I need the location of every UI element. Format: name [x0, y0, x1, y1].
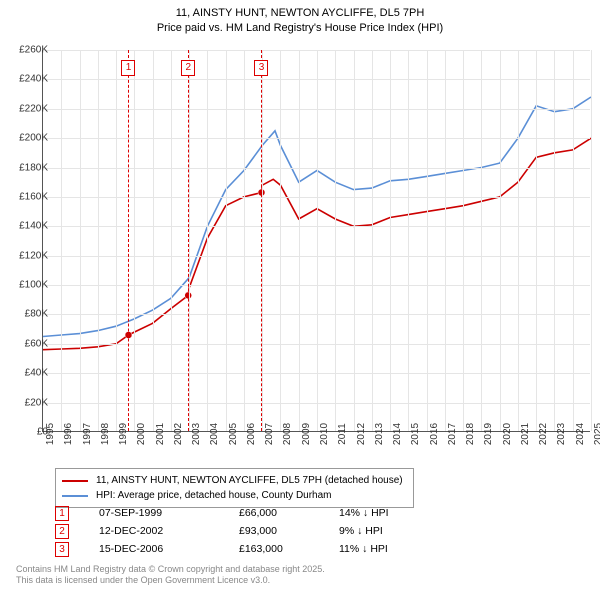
- event-date: 15-DEC-2006: [99, 543, 239, 555]
- event-price: £66,000: [239, 507, 339, 519]
- x-tick-label: 2007: [264, 423, 275, 445]
- y-tick-label: £80K: [8, 309, 48, 320]
- x-tick-label: 2022: [538, 423, 549, 445]
- event-number-box: 2: [55, 524, 69, 539]
- event-row: 2 12-DEC-2002 £93,000 9% ↓ HPI: [55, 522, 449, 540]
- event-marker-box: 3: [254, 60, 268, 76]
- y-tick-label: £20K: [8, 397, 48, 408]
- event-number-box: 1: [55, 506, 69, 521]
- event-marker-box: 2: [181, 60, 195, 76]
- x-tick-label: 2015: [410, 423, 421, 445]
- event-row: 3 15-DEC-2006 £163,000 11% ↓ HPI: [55, 540, 449, 558]
- event-delta: 14% ↓ HPI: [339, 507, 449, 519]
- x-tick-label: 1999: [118, 423, 129, 445]
- x-tick-label: 2011: [337, 423, 348, 445]
- x-tick-label: 2014: [392, 423, 403, 445]
- event-marker-line: [188, 50, 189, 431]
- y-tick-label: £0: [8, 427, 48, 438]
- chart-title-block: 11, AINSTY HUNT, NEWTON AYCLIFFE, DL5 7P…: [0, 0, 600, 36]
- y-tick-label: £120K: [8, 250, 48, 261]
- y-tick-label: £60K: [8, 338, 48, 349]
- x-tick-label: 2016: [429, 423, 440, 445]
- legend-row: 11, AINSTY HUNT, NEWTON AYCLIFFE, DL5 7P…: [62, 473, 403, 488]
- x-tick-label: 2009: [301, 423, 312, 445]
- title-line2: Price paid vs. HM Land Registry's House …: [0, 21, 600, 36]
- y-tick-label: £100K: [8, 280, 48, 291]
- legend-swatch: [62, 495, 88, 497]
- legend-row: HPI: Average price, detached house, Coun…: [62, 488, 403, 503]
- legend-label: HPI: Average price, detached house, Coun…: [96, 488, 332, 503]
- x-tick-label: 2024: [575, 423, 586, 445]
- title-line1: 11, AINSTY HUNT, NEWTON AYCLIFFE, DL5 7P…: [0, 6, 600, 21]
- event-price: £93,000: [239, 525, 339, 537]
- event-delta: 11% ↓ HPI: [339, 543, 449, 555]
- x-tick-label: 2006: [246, 423, 257, 445]
- x-tick-label: 1996: [63, 423, 74, 445]
- y-tick-label: £260K: [8, 45, 48, 56]
- event-marker-line: [128, 50, 129, 431]
- x-tick-label: 2017: [447, 423, 458, 445]
- footer-line2: This data is licensed under the Open Gov…: [16, 575, 325, 586]
- x-tick-label: 2008: [282, 423, 293, 445]
- x-tick-label: 1998: [100, 423, 111, 445]
- event-marker-line: [261, 50, 262, 431]
- x-tick-label: 2013: [374, 423, 385, 445]
- chart-plot-area: 1 2 3: [42, 50, 590, 432]
- event-row: 1 07-SEP-1999 £66,000 14% ↓ HPI: [55, 504, 449, 522]
- legend-swatch: [62, 480, 88, 482]
- event-number-box: 3: [55, 542, 69, 557]
- x-tick-label: 2020: [502, 423, 513, 445]
- footer-attribution: Contains HM Land Registry data © Crown c…: [16, 564, 325, 587]
- x-tick-label: 1997: [82, 423, 93, 445]
- event-price: £163,000: [239, 543, 339, 555]
- legend-box: 11, AINSTY HUNT, NEWTON AYCLIFFE, DL5 7P…: [55, 468, 414, 508]
- footer-line1: Contains HM Land Registry data © Crown c…: [16, 564, 325, 575]
- event-marker-box: 1: [121, 60, 135, 76]
- y-tick-label: £40K: [8, 368, 48, 379]
- x-tick-label: 2021: [520, 423, 531, 445]
- y-tick-label: £200K: [8, 133, 48, 144]
- legend-label: 11, AINSTY HUNT, NEWTON AYCLIFFE, DL5 7P…: [96, 473, 403, 488]
- x-tick-label: 2018: [465, 423, 476, 445]
- x-tick-label: 2012: [356, 423, 367, 445]
- y-tick-label: £180K: [8, 162, 48, 173]
- x-tick-label: 2019: [483, 423, 494, 445]
- x-tick-label: 2004: [209, 423, 220, 445]
- event-delta: 9% ↓ HPI: [339, 525, 449, 537]
- event-date: 12-DEC-2002: [99, 525, 239, 537]
- y-tick-label: £220K: [8, 103, 48, 114]
- x-tick-label: 2000: [136, 423, 147, 445]
- x-tick-label: 2001: [155, 423, 166, 445]
- x-tick-label: 2025: [593, 423, 600, 445]
- x-tick-label: 1995: [45, 423, 56, 445]
- y-tick-label: £160K: [8, 191, 48, 202]
- x-tick-label: 2003: [191, 423, 202, 445]
- events-table: 1 07-SEP-1999 £66,000 14% ↓ HPI 2 12-DEC…: [55, 504, 449, 558]
- x-tick-label: 2010: [319, 423, 330, 445]
- y-tick-label: £140K: [8, 221, 48, 232]
- event-date: 07-SEP-1999: [99, 507, 239, 519]
- x-tick-label: 2005: [228, 423, 239, 445]
- x-tick-label: 2002: [173, 423, 184, 445]
- x-tick-label: 2023: [556, 423, 567, 445]
- y-tick-label: £240K: [8, 74, 48, 85]
